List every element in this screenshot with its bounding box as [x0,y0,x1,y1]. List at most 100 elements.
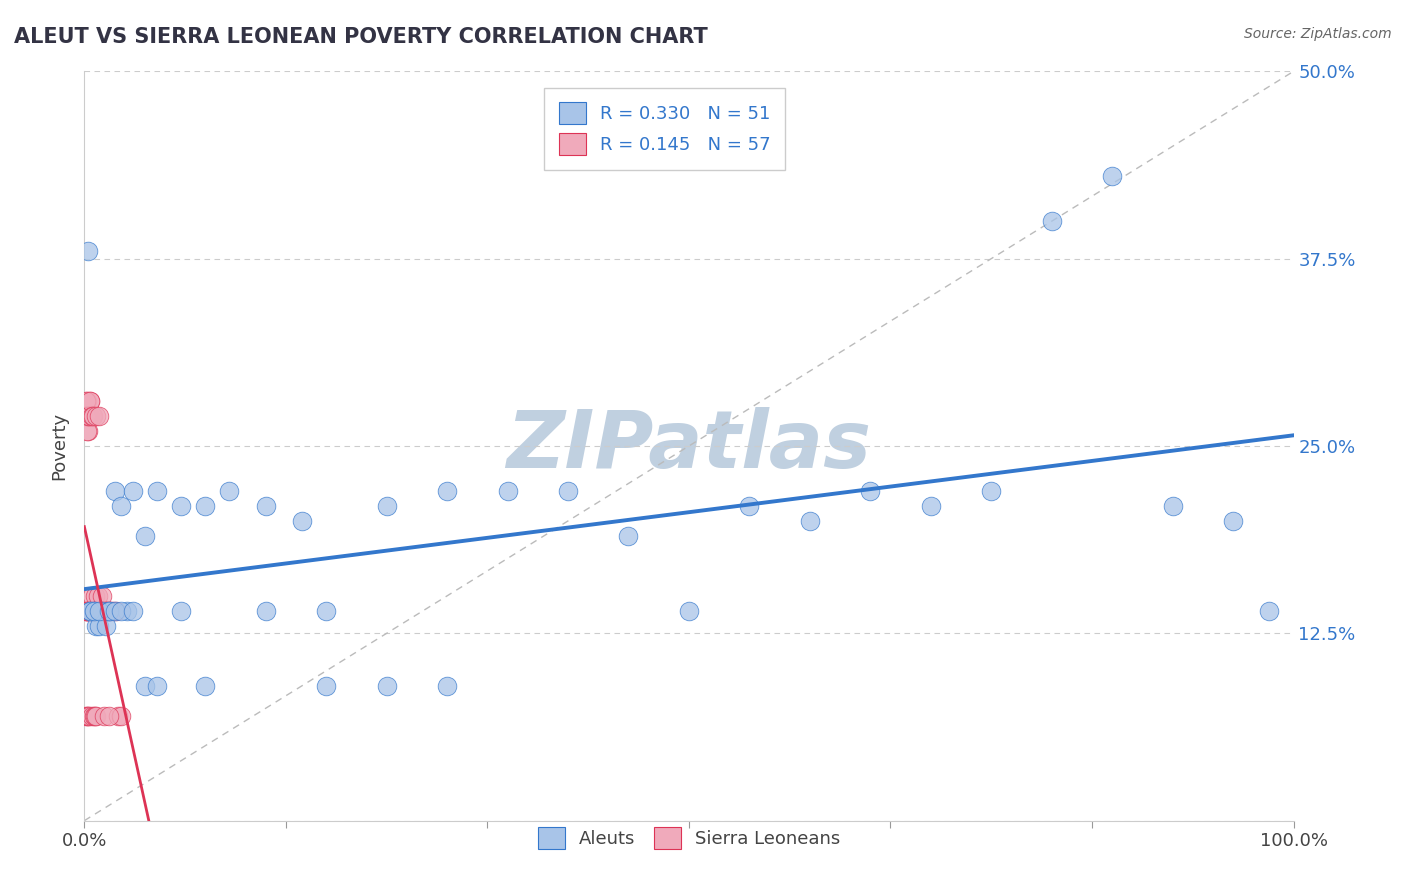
Point [738,499,761,513]
Point [75,409,97,423]
Point [80,589,103,603]
Point [87,604,110,618]
Point [146,679,169,693]
Point [104,604,127,618]
Point [77,409,100,423]
Point [291,514,314,528]
Point [859,483,882,498]
Point [87,604,110,618]
Point [617,529,640,543]
Point [76,394,98,409]
Point [1040,214,1063,228]
Point [115,604,138,618]
Point [75,604,97,618]
Point [77,409,100,423]
Text: ALEUT VS SIERRA LEONEAN POVERTY CORRELATION CHART: ALEUT VS SIERRA LEONEAN POVERTY CORRELAT… [14,27,707,46]
Point [170,499,193,513]
Point [86,409,108,423]
Point [146,483,169,498]
Point [315,604,337,618]
Point [94,604,117,618]
Point [1258,604,1281,618]
Point [93,708,115,723]
Text: Source: ZipAtlas.com: Source: ZipAtlas.com [1244,27,1392,41]
Text: ZIPatlas: ZIPatlas [506,407,872,485]
Point [920,499,942,513]
Point [82,409,104,423]
Point [86,589,108,603]
Point [76,424,98,438]
Point [254,499,277,513]
Point [91,604,114,618]
Point [75,708,97,723]
Point [76,708,98,723]
Point [121,604,143,618]
Legend: Aleuts, Sierra Leoneans: Aleuts, Sierra Leoneans [530,820,848,856]
Point [82,604,104,618]
Point [90,604,112,618]
Point [76,604,98,618]
Point [80,708,103,723]
Point [80,409,103,423]
Point [315,679,337,693]
Point [110,499,132,513]
Point [75,394,97,409]
Point [97,604,120,618]
Point [97,604,120,618]
Point [83,604,105,618]
Point [194,679,217,693]
Point [83,708,105,723]
Point [97,708,120,723]
Point [678,604,700,618]
Point [83,604,105,618]
Point [97,604,120,618]
Point [79,604,101,618]
Point [94,604,117,618]
Point [1161,499,1184,513]
Point [84,589,107,603]
Point [76,409,98,423]
Point [91,604,114,618]
Point [77,604,100,618]
Point [87,619,110,633]
Point [194,499,217,513]
Point [77,708,100,723]
Point [79,409,101,423]
Point [980,483,1002,498]
Point [557,483,579,498]
Point [82,604,104,618]
Point [96,604,118,618]
Point [86,619,108,633]
Point [110,604,132,618]
Point [91,589,114,603]
Point [86,708,108,723]
Point [170,604,193,618]
Point [83,604,105,618]
Point [134,679,156,693]
Point [134,529,156,543]
Point [77,604,100,618]
Point [218,483,240,498]
Point [107,708,129,723]
Point [103,604,125,618]
Point [84,708,107,723]
Point [77,604,100,618]
Point [77,708,100,723]
Point [104,604,127,618]
Point [80,604,103,618]
Point [1101,169,1123,184]
Point [94,619,117,633]
Y-axis label: Poverty: Poverty [51,412,69,480]
Point [121,483,143,498]
Point [77,409,100,423]
Point [87,409,110,423]
Point [110,708,132,723]
Point [799,514,821,528]
Point [496,483,519,498]
Point [89,604,111,618]
Point [77,424,100,438]
Point [79,394,101,409]
Point [436,483,458,498]
Point [79,604,101,618]
Point [79,394,101,409]
